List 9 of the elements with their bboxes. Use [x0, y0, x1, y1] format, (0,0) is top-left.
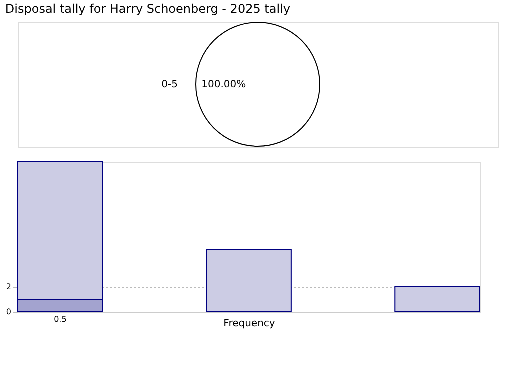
text: 0.5: [54, 315, 67, 324]
chart-title: Disposal tally for Harry Schoenberg - 2025 tally: [5, 2, 290, 16]
y-tick-label: 0: [6, 308, 12, 316]
y-tick-label: 2: [6, 282, 12, 292]
bar: [394, 286, 480, 312]
x-axis-title: Frequency: [224, 318, 276, 330]
slice-label: 0-5: [162, 80, 178, 90]
bar: [206, 249, 292, 312]
data-label: 100.00%: [202, 80, 246, 90]
